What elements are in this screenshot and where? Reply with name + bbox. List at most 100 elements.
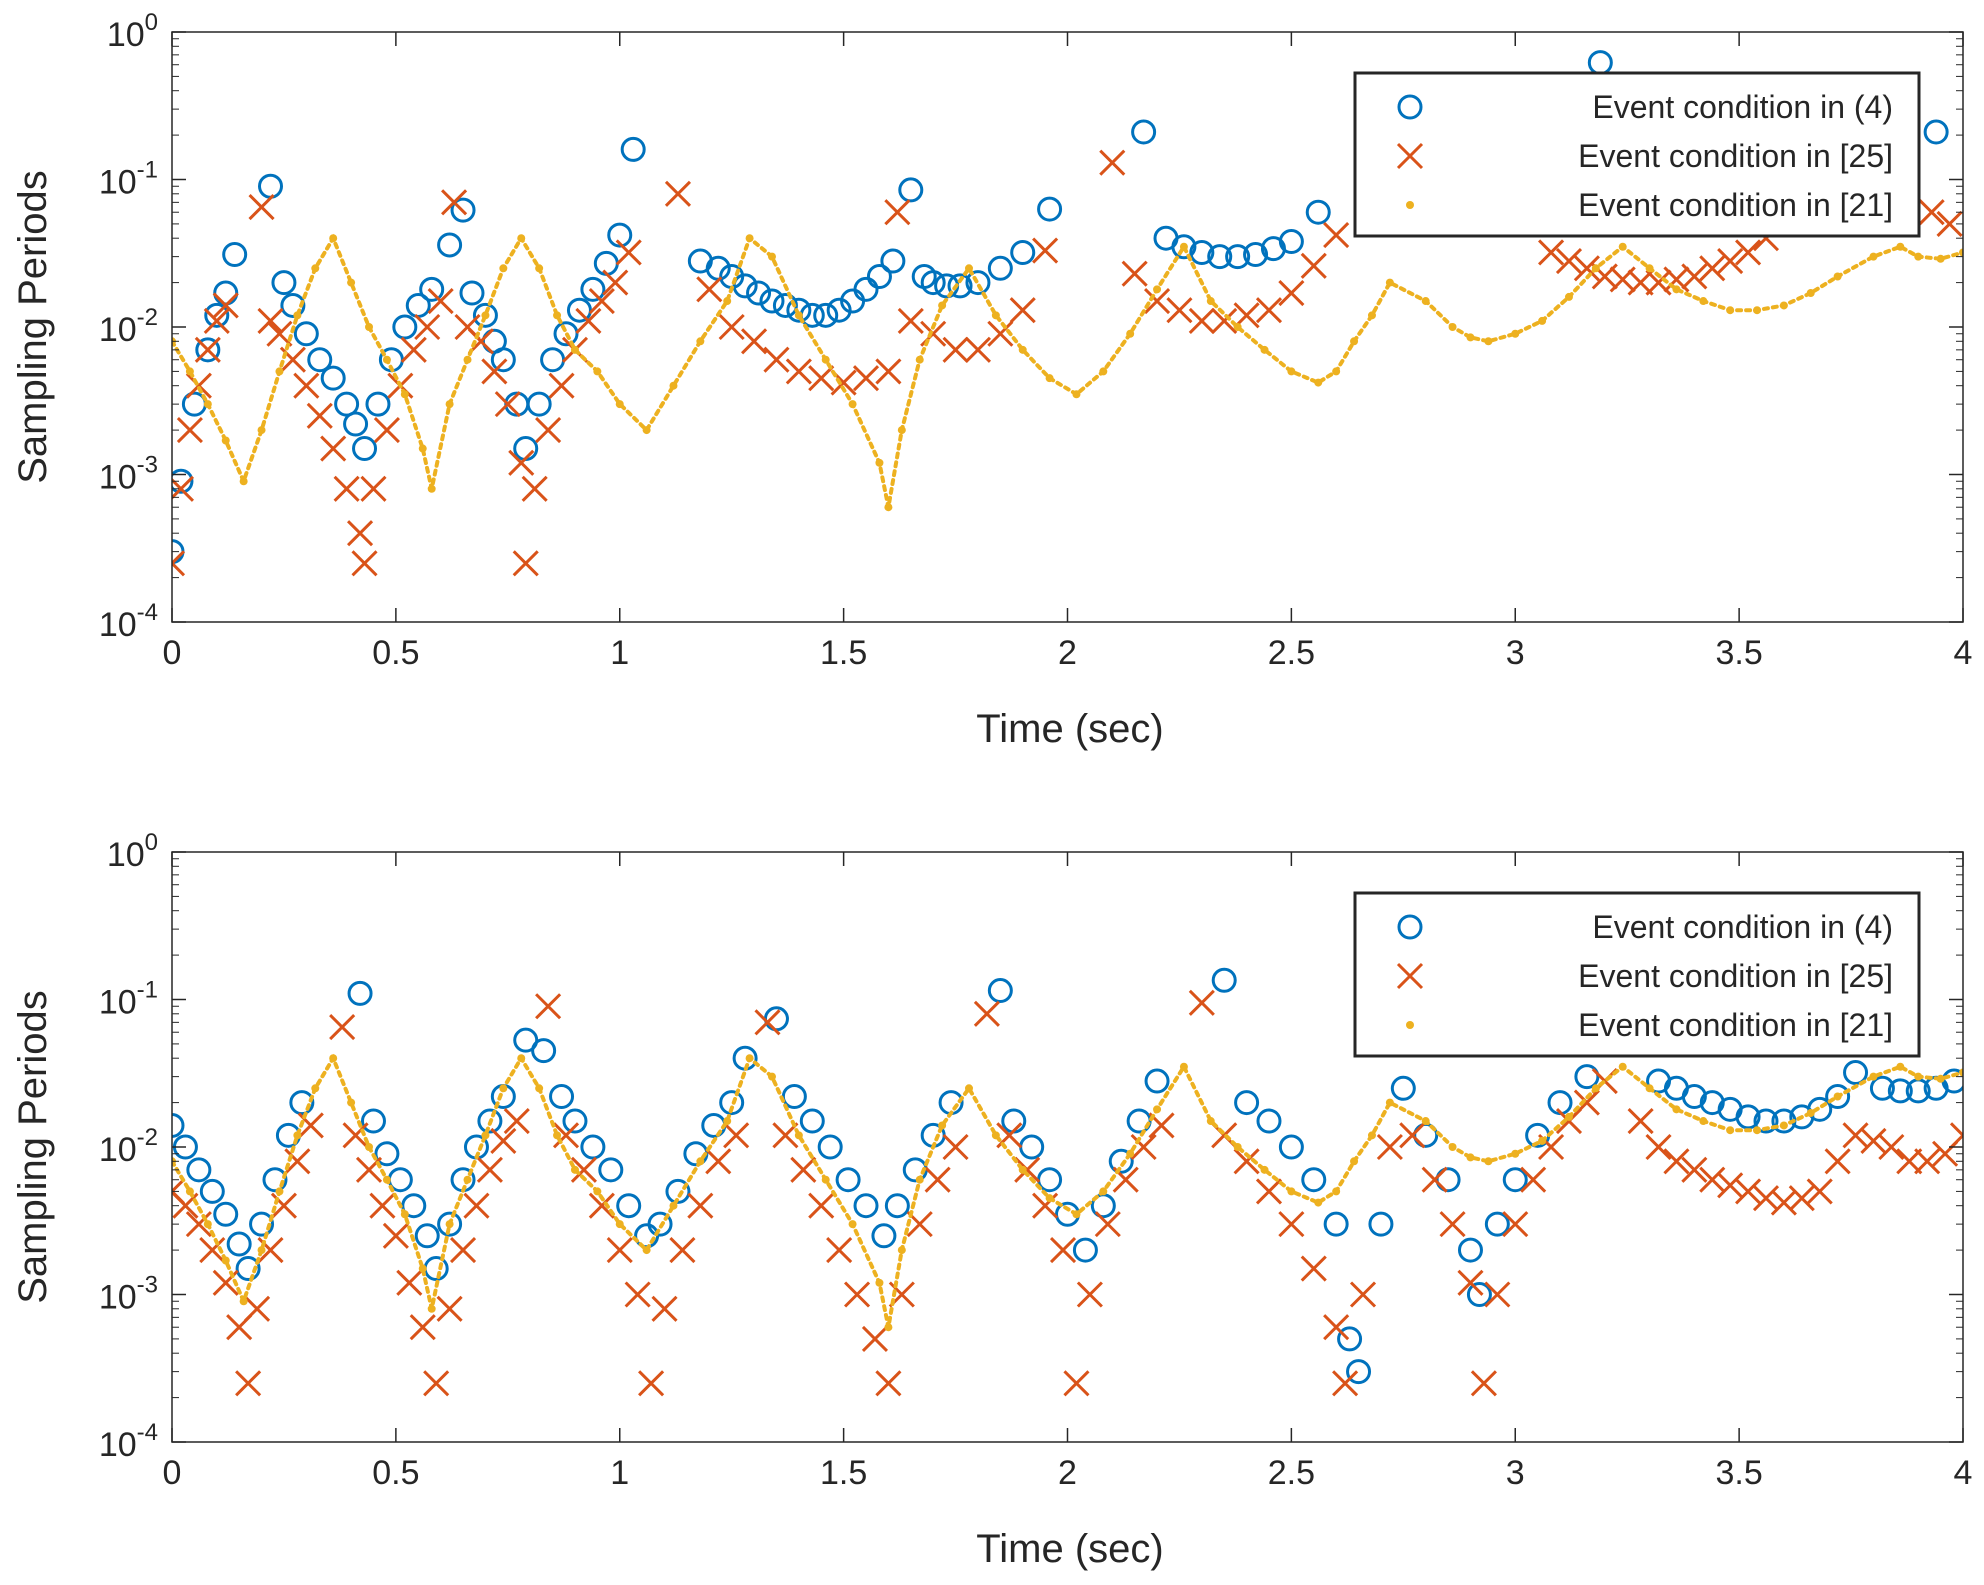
data-point-circle (871, 1223, 897, 1249)
data-point-circle (607, 222, 633, 248)
series-2 (172, 233, 1963, 512)
legend-marker-x (1396, 962, 1424, 990)
data-point-x (1255, 1178, 1283, 1205)
data-point-x (875, 1370, 902, 1397)
data-point-circle (781, 1083, 807, 1109)
data-point-circle (271, 270, 297, 296)
data-point-circle (1144, 1068, 1170, 1094)
data-point-circle (553, 321, 579, 347)
y-tick-label: 10-3 (99, 1272, 158, 1317)
data-point-circle (249, 1211, 275, 1237)
data-point-circle (172, 1112, 185, 1138)
data-point-x (1211, 307, 1238, 334)
data-point-circle (437, 1211, 463, 1237)
legend-marker-circle (1397, 94, 1423, 120)
data-point-circle (647, 1211, 673, 1237)
data-point-circle (746, 280, 772, 306)
data-point-circle (665, 1178, 691, 1204)
data-point-circle (1574, 1064, 1600, 1090)
data-point-x (257, 307, 284, 334)
data-point-x (1770, 1189, 1797, 1216)
data-point-x (1788, 1185, 1815, 1212)
x-axis-label: Time (sec) (976, 707, 1163, 751)
data-point-circle (772, 292, 798, 318)
y-axis-label: Sampling Periods (11, 990, 55, 1304)
data-point-circle (1869, 1075, 1895, 1101)
series-trace-dot (172, 1053, 1963, 1328)
data-point-circle (1243, 242, 1269, 268)
data-point-circle (759, 288, 785, 314)
data-point-x (1806, 1178, 1833, 1205)
data-point-circle (307, 347, 333, 373)
data-point-circle (866, 263, 892, 289)
series-0 (172, 967, 1963, 1385)
data-point-circle (987, 978, 1013, 1004)
data-point-x (615, 239, 642, 266)
x-tick-label: 2.5 (1268, 634, 1315, 672)
y-axis-label: Sampling Periods (11, 170, 55, 484)
data-point-circle (1484, 1211, 1510, 1237)
data-point-circle (419, 276, 445, 302)
legend-label: Event condition in [21] (1578, 187, 1893, 223)
data-point-circle (1072, 1237, 1098, 1263)
data-point-circle (1825, 1083, 1851, 1109)
data-point-x (476, 1156, 503, 1183)
data-layer (172, 50, 1963, 577)
data-point-x (1735, 239, 1762, 266)
y-tick-label: 10-4 (99, 1419, 158, 1464)
x-tick-label: 0 (163, 1454, 182, 1492)
data-point-circle (392, 314, 418, 340)
x-tick-label: 0 (163, 634, 182, 672)
data-point-x (1009, 297, 1036, 324)
legend-label: Event condition in [25] (1578, 138, 1893, 174)
data-point-circle (549, 1083, 575, 1109)
data-point-x (1555, 247, 1583, 275)
data-point-x (1323, 1314, 1350, 1341)
data-point-x (790, 1156, 817, 1183)
x-tick-label: 2 (1058, 1454, 1077, 1492)
data-point-circle (1305, 199, 1331, 225)
data-point-x (176, 417, 203, 444)
x-axis-label: Time (sec) (976, 1527, 1163, 1571)
data-point-x (203, 307, 230, 334)
data-point-circle (947, 273, 973, 299)
data-point-x (396, 1269, 423, 1296)
data-point-x (754, 1009, 781, 1036)
data-point-x (306, 402, 333, 429)
data-point-circle (580, 276, 606, 302)
data-point-x (463, 1192, 490, 1219)
data-point-x (414, 313, 441, 341)
data-point-x (333, 475, 360, 502)
data-point-circle (289, 1090, 315, 1116)
data-point-x (1188, 989, 1215, 1016)
y-tick-label: 100 (107, 829, 158, 874)
data-point-circle (531, 1038, 557, 1064)
data-point-x (987, 320, 1014, 347)
data-point-circle (1923, 119, 1949, 145)
data-point-circle (598, 1157, 624, 1183)
x-tick-label: 2.5 (1268, 1454, 1315, 1492)
data-point-circle (204, 302, 230, 328)
data-point-x (1735, 1178, 1762, 1205)
data-point-x (1457, 1269, 1484, 1296)
data-point-x (1399, 1122, 1426, 1149)
data-point-x (638, 1370, 665, 1397)
data-point-circle (213, 1201, 239, 1227)
data-point-x (1663, 1148, 1690, 1175)
x-tick-label: 0.5 (372, 634, 419, 672)
data-point-x (427, 287, 454, 315)
data-point-x (763, 346, 790, 373)
data-point-circle (1435, 1167, 1461, 1193)
data-point-circle (562, 1108, 588, 1134)
x-tick-label: 1.5 (820, 634, 867, 672)
data-point-circle (226, 1231, 252, 1257)
data-point-circle (616, 1193, 642, 1219)
data-point-x (1538, 239, 1565, 266)
data-point-circle (1278, 1134, 1304, 1160)
data-point-x (1681, 1156, 1708, 1183)
data-point-x (1699, 255, 1726, 282)
data-point-x (346, 520, 374, 547)
data-point-circle (1037, 196, 1063, 222)
data-point-circle (1234, 1090, 1260, 1116)
